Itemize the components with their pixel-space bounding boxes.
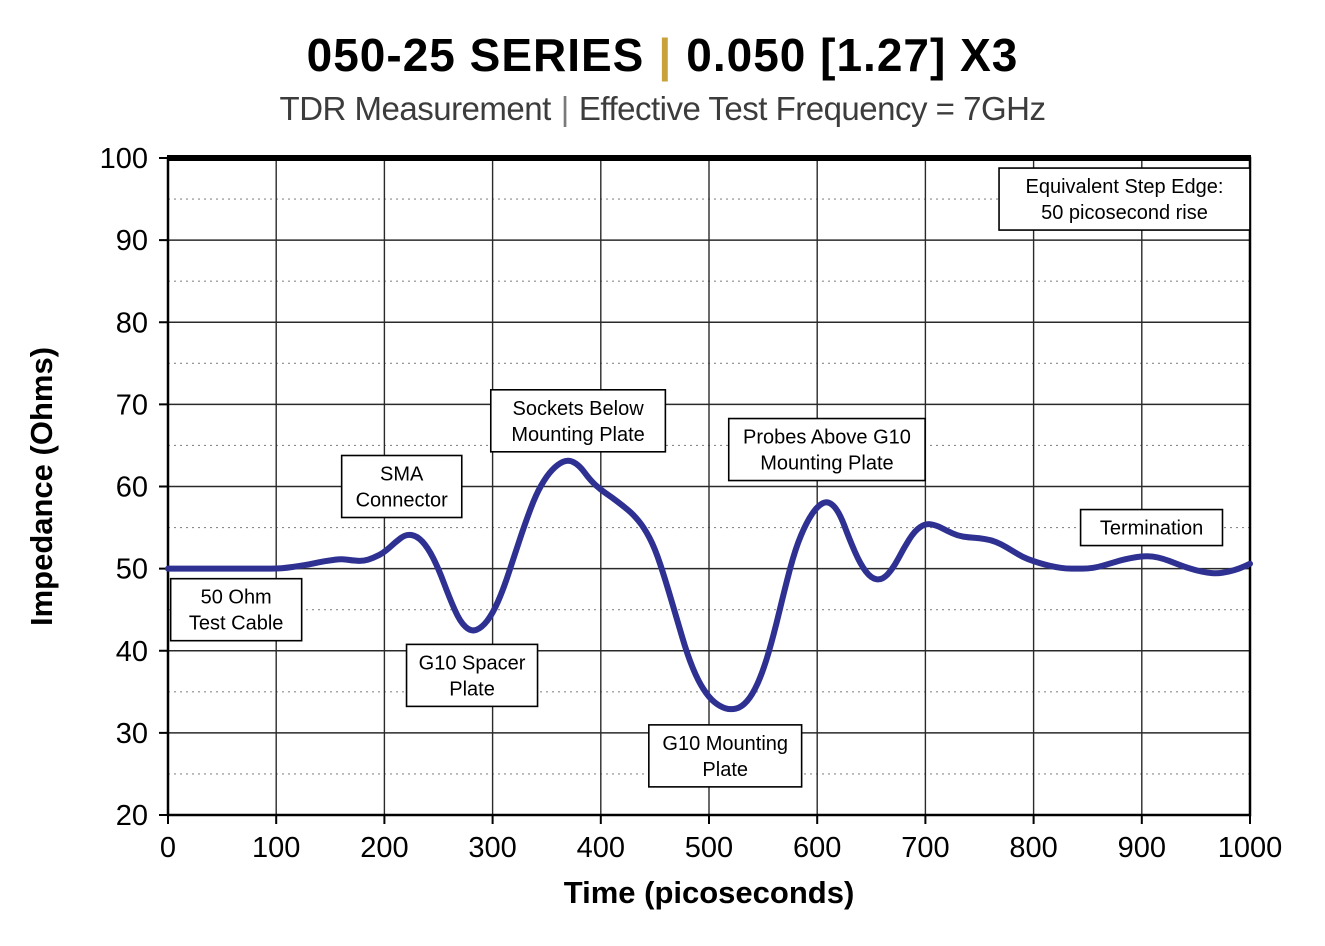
annotation-box (727, 417, 926, 482)
x-axis-label: Time (picoseconds) (564, 875, 855, 910)
svg-text:300: 300 (468, 832, 516, 864)
svg-text:90: 90 (116, 225, 148, 257)
svg-text:60: 60 (116, 472, 148, 504)
title-series: 050-25 SERIES (306, 29, 645, 81)
title-spec: 0.050 [1.27] X3 (686, 29, 1019, 81)
annotation-g10-spacer-plate: G10 Spacer Plate (405, 643, 539, 708)
svg-text:1000: 1000 (1218, 832, 1283, 864)
annotation-box (1079, 508, 1224, 547)
annotation-text: 50 Ohm Test Cable (189, 587, 284, 635)
annotation-g10-mounting-plate: G10 Mounting Plate (648, 724, 803, 788)
annotation-equivalent-step-edge: Equivalent Step Edge: 50 picosecond rise (998, 167, 1251, 231)
annotation-box (998, 167, 1251, 231)
subtitle-separator: | (560, 90, 570, 127)
annotation-termination: Termination (1079, 508, 1224, 547)
y-tick-labels: 20 30 40 50 60 70 80 90 100 (100, 143, 148, 832)
svg-text:0: 0 (160, 832, 176, 864)
svg-text:20: 20 (116, 800, 148, 832)
svg-text:100: 100 (100, 143, 148, 175)
annotation-text: Probes Above G10 Mounting Plate (743, 427, 911, 475)
svg-text:40: 40 (116, 636, 148, 668)
major-gridlines (168, 158, 1250, 815)
annotation-box (169, 577, 303, 642)
annotation-50-ohm-test-cable: 50 Ohm Test Cable (169, 577, 303, 642)
title-separator: | (658, 29, 673, 81)
annotation-text: Equivalent Step Edge: 50 picosecond rise (1026, 176, 1224, 224)
chart-header: 050-25 SERIES | 0.050 [1.27] X3 TDR Measur… (0, 0, 1325, 128)
annotation-box (340, 454, 463, 519)
impedance-series-line (165, 457, 1253, 713)
annotation-text: Termination (1100, 518, 1203, 540)
annotation-probes-above-g10-mounting-plate: Probes Above G10 Mounting Plate (727, 417, 926, 482)
svg-text:700: 700 (901, 832, 949, 864)
annotation-box (489, 388, 667, 453)
svg-text:600: 600 (793, 832, 841, 864)
annotation-sma-connector: SMA Connector (340, 454, 463, 519)
subtitle-right: Effective Test Frequency = 7GHz (578, 90, 1046, 127)
y-axis-label: Impedance (Ohms) (24, 347, 59, 626)
tick-marks (159, 157, 1251, 824)
subtitle-left: TDR Measurement (279, 90, 552, 127)
svg-text:50: 50 (116, 554, 148, 586)
svg-text:80: 80 (116, 307, 148, 339)
chart-subtitle: TDR Measurement | Effective Test Frequency… (0, 90, 1325, 128)
svg-text:500: 500 (685, 832, 733, 864)
annotation-sockets-below-mounting-plate: Sockets Below Mounting Plate (489, 388, 667, 453)
annotation-text: Sockets Below Mounting Plate (511, 398, 644, 446)
annotation-text: G10 Mounting Plate (662, 733, 788, 781)
svg-text:900: 900 (1118, 832, 1166, 864)
page-title: 050-25 SERIES | 0.050 [1.27] X3 (0, 28, 1325, 82)
svg-text:100: 100 (252, 832, 300, 864)
svg-text:400: 400 (577, 832, 625, 864)
x-tick-labels: 0 100 200 300 400 500 600 700 800 900 1000 (160, 832, 1282, 864)
annotation-box (648, 724, 803, 788)
annotation-text: G10 Spacer Plate (419, 652, 526, 700)
svg-text:800: 800 (1009, 832, 1057, 864)
svg-text:30: 30 (116, 718, 148, 750)
annotation-text: SMA Connector (356, 464, 449, 512)
svg-text:200: 200 (360, 832, 408, 864)
svg-text:70: 70 (116, 389, 148, 421)
annotation-box (405, 643, 539, 708)
